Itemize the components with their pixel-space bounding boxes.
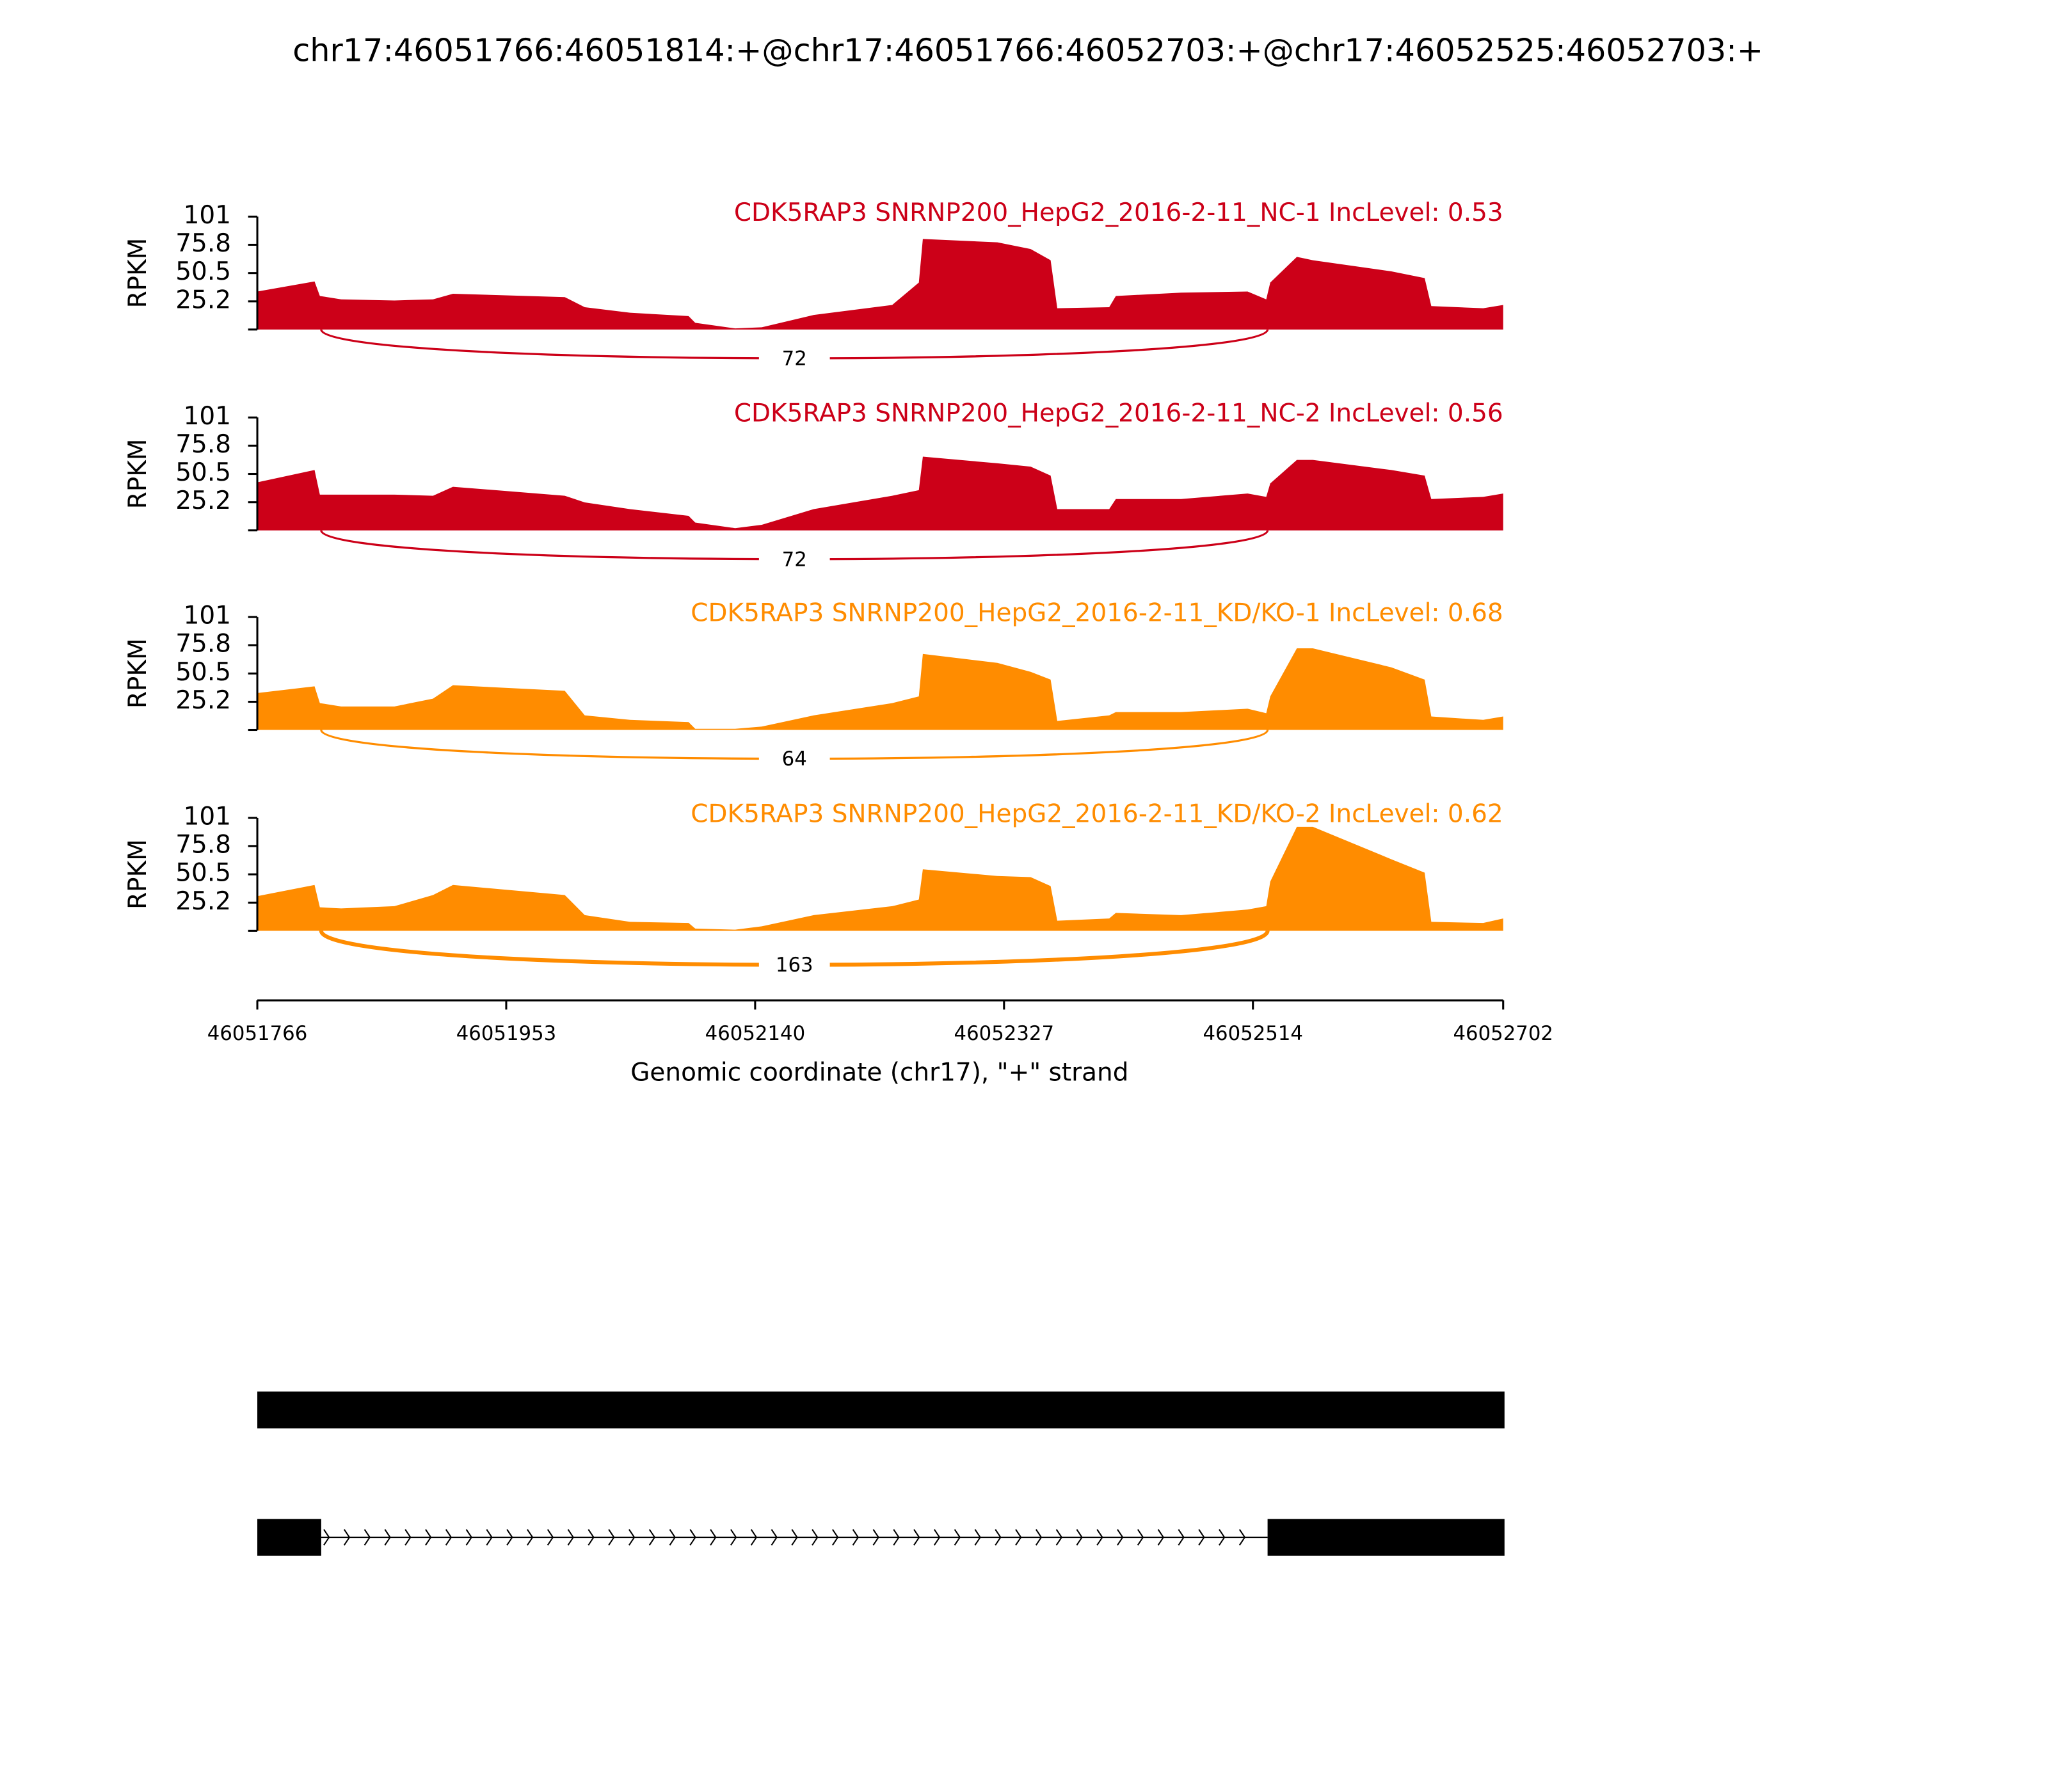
intron-arrow (832, 1529, 839, 1546)
y-tick-label: 101 (184, 201, 231, 230)
x-tick-label: 46052514 (1203, 1022, 1303, 1045)
intron-arrow (1076, 1529, 1083, 1546)
intron-arrow (1015, 1529, 1022, 1546)
intron-arrow (1055, 1529, 1063, 1546)
track-title: CDK5RAP3 SNRNP200_HepG2_2016-2-11_KD/KO-… (691, 599, 1503, 628)
exon (257, 1519, 321, 1556)
intron-arrow (1198, 1529, 1205, 1546)
track-title: CDK5RAP3 SNRNP200_HepG2_2016-2-11_KD/KO-… (691, 799, 1503, 828)
intron-arrow (1096, 1529, 1103, 1546)
exon (257, 1391, 1505, 1428)
intron-arrow (995, 1529, 1002, 1546)
x-tick-label: 46051766 (207, 1022, 308, 1045)
intron-arrow (710, 1529, 717, 1546)
intron-arrow (404, 1529, 412, 1546)
y-axis-label: RPKM (124, 839, 152, 909)
intron-arrow (954, 1529, 961, 1546)
intron-arrow (343, 1529, 351, 1546)
intron-arrow (425, 1529, 432, 1546)
intron-arrow (812, 1529, 819, 1546)
y-axis-label: RPKM (124, 238, 152, 308)
intron-arrow (628, 1529, 636, 1546)
y-tick-label: 101 (184, 402, 231, 431)
intron-arrow (527, 1529, 534, 1546)
junction-label-bg (758, 547, 830, 572)
intron-arrow (384, 1529, 391, 1546)
junction-label-bg (758, 346, 830, 371)
x-tick-label: 46052702 (1453, 1022, 1553, 1045)
intron-arrow (364, 1529, 371, 1546)
junction-label: 72 (782, 548, 807, 571)
y-tick-label: 25.2 (175, 486, 231, 515)
y-axis-label: RPKM (124, 439, 152, 509)
y-tick-label: 101 (184, 602, 231, 630)
x-axis-label: Genomic coordinate (chr17), "+" strand (630, 1058, 1128, 1087)
intron-arrow (547, 1529, 554, 1546)
intron-arrow (1157, 1529, 1165, 1546)
y-tick-label: 50.5 (175, 458, 231, 487)
y-tick-label: 75.8 (175, 430, 231, 459)
intron-arrow (567, 1529, 574, 1546)
y-tick-label: 75.8 (175, 630, 231, 659)
page-title: chr17:46051766:46051814:+@chr17:46051766… (292, 32, 1763, 69)
intron-arrow (730, 1529, 737, 1546)
y-tick-label: 101 (184, 802, 231, 831)
coverage-area (257, 826, 1503, 931)
intron-arrow (974, 1529, 981, 1546)
x-tick-label: 46052327 (954, 1022, 1055, 1045)
x-tick-label: 46052140 (705, 1022, 806, 1045)
intron-arrow (1137, 1529, 1144, 1546)
intron-arrow (1035, 1529, 1043, 1546)
junction-label: 64 (782, 748, 807, 771)
intron-arrow (588, 1529, 595, 1546)
intron-arrow (771, 1529, 778, 1546)
y-tick-label: 75.8 (175, 830, 231, 859)
intron-arrow (1238, 1529, 1246, 1546)
exon (1267, 1519, 1505, 1556)
y-tick-label: 75.8 (175, 229, 231, 258)
intron-arrow (465, 1529, 472, 1546)
track-title: CDK5RAP3 SNRNP200_HepG2_2016-2-11_NC-2 I… (734, 399, 1503, 428)
y-tick-label: 25.2 (175, 285, 231, 314)
intron-arrow (1178, 1529, 1185, 1546)
intron-arrow (872, 1529, 879, 1546)
intron-arrow (648, 1529, 656, 1546)
intron-arrow (791, 1529, 798, 1546)
coverage-area (257, 456, 1503, 531)
intron-arrow (689, 1529, 696, 1546)
intron-arrow (933, 1529, 941, 1546)
coverage-area (257, 239, 1503, 330)
y-tick-label: 50.5 (175, 859, 231, 888)
junction-label: 72 (782, 348, 807, 371)
intron-arrow (1117, 1529, 1124, 1546)
x-tick-label: 46051953 (456, 1022, 557, 1045)
intron-arrow (893, 1529, 900, 1546)
intron-arrow (852, 1529, 860, 1546)
junction-label-bg (758, 953, 830, 977)
intron-arrow (669, 1529, 676, 1546)
intron-arrow (913, 1529, 920, 1546)
junction-label: 163 (776, 954, 813, 977)
y-tick-label: 25.2 (175, 887, 231, 916)
intron-arrow (1219, 1529, 1226, 1546)
coverage-area (257, 648, 1503, 730)
intron-arrow (323, 1529, 330, 1546)
intron-arrow (486, 1529, 493, 1546)
intron-arrow (445, 1529, 452, 1546)
intron-arrow (506, 1529, 513, 1546)
y-tick-label: 50.5 (175, 658, 231, 687)
junction-label-bg (758, 747, 830, 771)
track-title: CDK5RAP3 SNRNP200_HepG2_2016-2-11_NC-1 I… (734, 198, 1503, 227)
y-tick-label: 50.5 (175, 257, 231, 286)
y-axis-label: RPKM (124, 638, 152, 708)
intron-arrow (750, 1529, 758, 1546)
y-tick-label: 25.2 (175, 686, 231, 715)
intron-arrow (608, 1529, 615, 1546)
